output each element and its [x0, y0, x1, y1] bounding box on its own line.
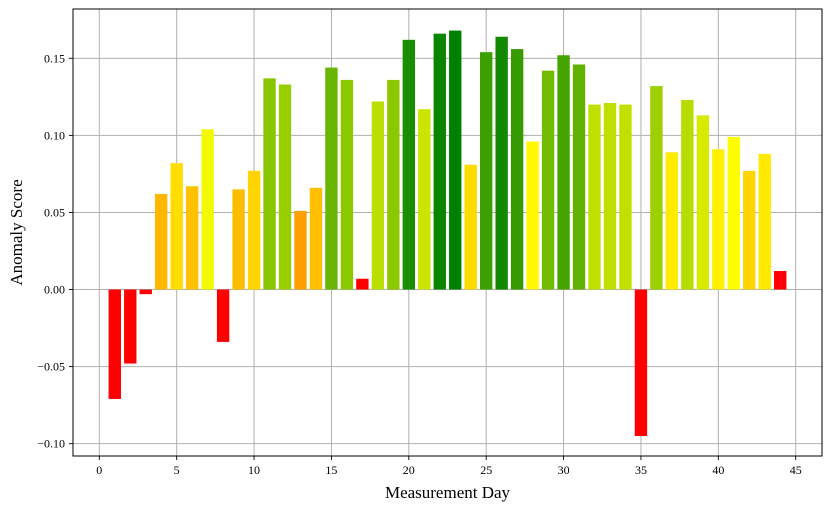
bar-day-31	[572, 64, 586, 290]
x-tick-label: 25	[480, 463, 492, 477]
x-tick-label: 35	[635, 463, 647, 477]
bar-day-25	[479, 52, 493, 290]
bar-day-5	[170, 163, 183, 290]
bar-day-33	[603, 103, 617, 290]
y-tick-label: 0.10	[44, 128, 65, 142]
bar-day-12	[278, 84, 292, 290]
bar-day-10	[247, 170, 261, 290]
bar-day-41	[727, 136, 740, 290]
bar-day-30	[557, 55, 570, 290]
x-axis-ticks: 0 5 10 15 20 25 30 35 40 45	[96, 456, 802, 477]
y-axis-ticks: −0.10 −0.05 0.00 0.05 0.10 0.15	[37, 51, 73, 451]
bar-day-43	[758, 153, 771, 290]
x-tick-label: 40	[712, 463, 724, 477]
bar-day-42	[743, 170, 756, 290]
bar-day-18	[371, 101, 385, 290]
bar-day-11	[263, 78, 276, 290]
y-axis-label: Anomaly Score	[7, 179, 26, 285]
y-tick-label: 0.05	[44, 205, 65, 219]
bar-day-14	[309, 187, 323, 290]
bar-day-23	[449, 30, 462, 290]
x-tick-label: 5	[174, 463, 180, 477]
bar-day-20	[402, 39, 416, 290]
bar-day-35	[634, 289, 648, 436]
bar-day-24	[464, 164, 477, 290]
bar-day-37	[665, 152, 679, 290]
bar-day-36	[650, 86, 663, 290]
bar-day-27	[510, 49, 524, 290]
bar-day-40	[712, 149, 725, 290]
bar-day-28	[526, 141, 539, 290]
plot-frame	[72, 8, 823, 457]
bar-day-9	[232, 189, 245, 290]
bar-day-44	[774, 271, 787, 290]
bar-day-38	[681, 99, 694, 290]
bar-day-26	[495, 36, 508, 290]
bar-day-34	[619, 104, 632, 290]
bar-day-29	[541, 70, 555, 290]
x-tick-label: 20	[403, 463, 415, 477]
bar-day-6	[185, 186, 199, 290]
y-tick-label: −0.10	[37, 437, 65, 451]
bar-day-22	[433, 33, 446, 290]
bar-day-15	[325, 67, 338, 290]
bar-day-7	[201, 129, 214, 290]
bar-day-32	[588, 104, 601, 290]
y-tick-label: 0.15	[44, 51, 65, 65]
bar-day-3	[139, 289, 152, 295]
grid	[73, 9, 822, 456]
bars	[108, 30, 787, 436]
bar-day-39	[696, 115, 710, 290]
bar-day-21	[418, 109, 431, 290]
bar-day-4	[155, 193, 168, 290]
bar-day-1	[108, 289, 121, 399]
bar-day-2	[124, 289, 137, 364]
y-tick-label: −0.05	[37, 360, 65, 374]
bar-day-8	[216, 289, 230, 342]
x-tick-label: 45	[790, 463, 802, 477]
bar-day-19	[387, 79, 400, 290]
x-tick-label: 10	[248, 463, 260, 477]
x-axis-label: Measurement Day	[385, 483, 511, 502]
x-tick-label: 30	[558, 463, 570, 477]
y-tick-label: 0.00	[44, 283, 65, 297]
bar-day-16	[340, 79, 354, 290]
x-tick-label: 15	[325, 463, 337, 477]
x-tick-label: 0	[96, 463, 102, 477]
bar-day-17	[356, 278, 369, 290]
bar-day-13	[294, 210, 307, 290]
